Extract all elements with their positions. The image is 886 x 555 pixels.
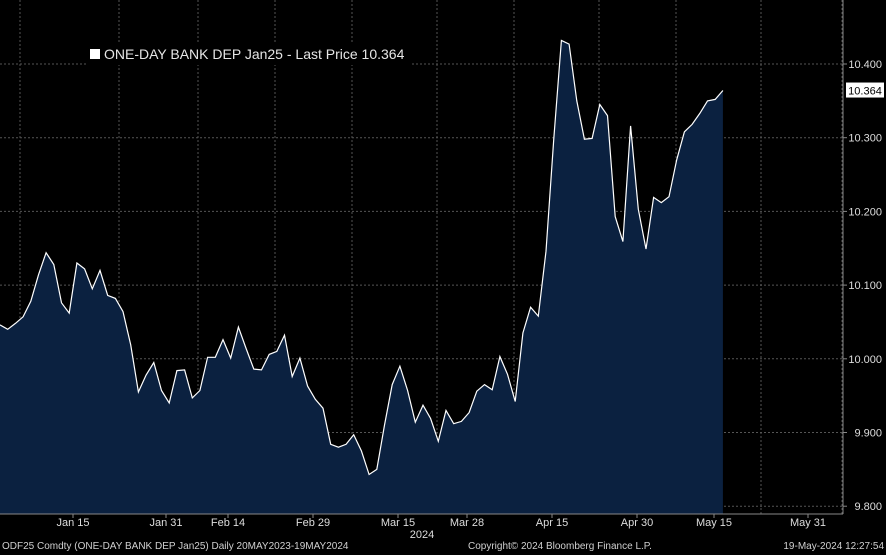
chart-legend: ONE-DAY BANK DEP Jan25 - Last Price 10.3… xyxy=(86,44,411,65)
x-tick-label: Mar 28 xyxy=(450,517,484,529)
y-tick-label: 10.400 xyxy=(848,59,882,71)
x-tick-label: May 31 xyxy=(790,517,826,529)
y-tick-label: 10.100 xyxy=(848,280,882,292)
price-line xyxy=(0,39,724,476)
y-axis: 9.800 9.900 10.000 10.100 10.200 10.300 10.400 xyxy=(842,0,882,514)
y-tick-label: 9.800 xyxy=(854,501,882,513)
x-tick-label: Feb 29 xyxy=(296,517,330,529)
last-price-tag: 10.364 xyxy=(846,82,884,98)
footer-copyright: Copyright© 2024 Bloomberg Finance L.P. xyxy=(468,541,652,552)
x-tick-label: Apr 15 xyxy=(536,517,568,529)
x-tick-label: Jan 15 xyxy=(56,517,89,529)
x-tick-label: Jan 31 xyxy=(149,517,182,529)
price-area xyxy=(0,40,723,515)
y-tick-label: 10.300 xyxy=(848,133,882,145)
x-tick-label: Feb 14 xyxy=(211,517,245,529)
legend-label: ONE-DAY BANK DEP Jan25 - Last Price 10.3… xyxy=(104,46,405,62)
footer-security-info: ODF25 Comdty (ONE-DAY BANK DEP Jan25) Da… xyxy=(2,541,349,552)
y-tick-label: 9.900 xyxy=(854,428,882,440)
last-price-label: 10.364 xyxy=(848,86,882,98)
legend-swatch xyxy=(90,49,100,59)
y-tick-label: 10.200 xyxy=(848,206,882,218)
last-price-box xyxy=(846,82,884,98)
x-year-label: 2024 xyxy=(410,529,434,541)
x-tick-label: Apr 30 xyxy=(621,517,653,529)
y-tick-label: 10.000 xyxy=(848,354,882,366)
x-tick-label: Mar 15 xyxy=(381,517,415,529)
footer-timestamp: 19-May-2024 12:27:54 xyxy=(783,541,884,552)
x-axis: Jan 15 Jan 31 Feb 14 Feb 29 Mar 15 Mar 28 Apr … xyxy=(0,513,843,541)
x-tick-label: May 15 xyxy=(696,517,732,529)
